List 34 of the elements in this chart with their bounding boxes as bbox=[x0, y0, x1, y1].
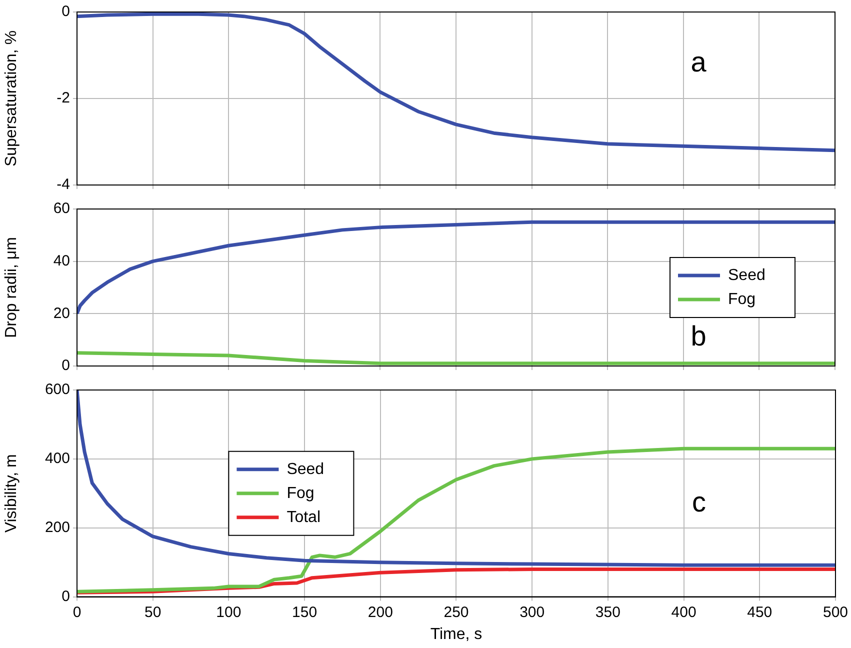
x-tick-label: 150 bbox=[292, 604, 318, 621]
x-tick-label: 500 bbox=[822, 604, 848, 621]
x-axis-title: Time, s bbox=[430, 626, 482, 643]
x-tick-label: 200 bbox=[368, 604, 393, 621]
legend-label: Fog bbox=[728, 290, 756, 308]
annotation: c bbox=[692, 486, 706, 518]
y-axis-title: Supersaturation, % bbox=[3, 30, 20, 167]
y-axis-title: Drop radii, μm bbox=[3, 237, 20, 338]
y-tick-label: 20 bbox=[53, 304, 70, 322]
x-tick-label: 0 bbox=[72, 604, 82, 621]
y-tick-label: -2 bbox=[56, 90, 70, 107]
legend-label: Seed bbox=[728, 266, 766, 284]
y-tick-label: 600 bbox=[44, 381, 70, 398]
y-tick-label: 0 bbox=[62, 588, 70, 605]
x-tick-label: 100 bbox=[216, 604, 242, 621]
y-tick-label: 0 bbox=[62, 357, 70, 374]
x-tick-label: 350 bbox=[595, 604, 620, 621]
x-tick-label: 450 bbox=[747, 604, 772, 621]
y-tick-label: 200 bbox=[44, 519, 70, 536]
annotation: a bbox=[690, 46, 707, 78]
y-tick-label: 0 bbox=[62, 3, 70, 20]
x-tick-label: 250 bbox=[444, 604, 469, 621]
y-tick-label: -4 bbox=[56, 176, 70, 194]
annotation: b bbox=[690, 320, 706, 352]
x-tick-label: 400 bbox=[671, 604, 696, 621]
x-tick-label: 300 bbox=[520, 604, 545, 621]
y-axis-title: Visibility, m bbox=[3, 454, 20, 533]
legend-label: Fog bbox=[286, 484, 314, 502]
y-tick-label: 60 bbox=[53, 200, 70, 218]
y-tick-label: 400 bbox=[44, 450, 70, 468]
x-tick-label: 50 bbox=[144, 604, 162, 621]
legend-label: Seed bbox=[286, 460, 324, 478]
legend-label: Total bbox=[286, 508, 320, 526]
y-tick-label: 40 bbox=[53, 252, 70, 270]
